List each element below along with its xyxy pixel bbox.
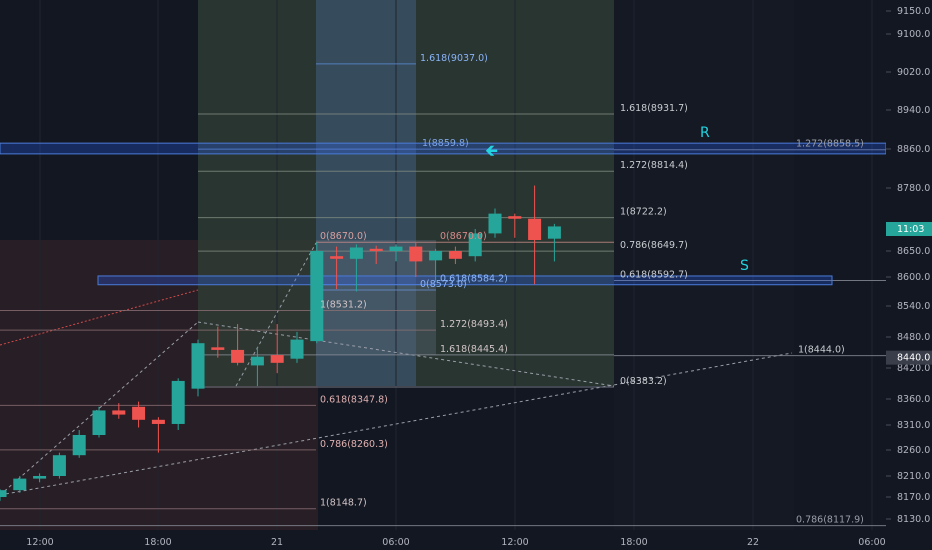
candle-body xyxy=(270,355,284,363)
price-tags: 11:03 8440.0 xyxy=(886,222,932,365)
candle-body xyxy=(231,349,245,363)
price-tag xyxy=(886,222,932,236)
fib-level-label: 1.272(8814.4) xyxy=(620,160,688,171)
y-tick-label: 8420.0 xyxy=(897,363,930,374)
candle-body xyxy=(290,339,304,359)
price-tag-label: 8440.0 xyxy=(897,353,930,364)
fib-level-label: 0.618(8584.2) xyxy=(440,274,508,285)
y-tick-label: 8480.0 xyxy=(897,332,930,343)
y-tick-label: 8170.0 xyxy=(897,492,930,503)
candle-body xyxy=(112,410,126,415)
fib-level-label: 0(8573.0) xyxy=(420,279,467,290)
y-tick-label: 9020.0 xyxy=(897,67,930,78)
zone-label: S xyxy=(740,258,749,274)
candlesticks xyxy=(0,185,561,501)
x-axis-panel xyxy=(0,530,932,550)
zone-s[interactable] xyxy=(97,275,833,286)
fib-level-label: 1(8722.2) xyxy=(620,207,667,218)
candle-body xyxy=(151,419,165,424)
zone-label: R xyxy=(700,125,710,141)
candle-body xyxy=(508,216,522,219)
x-tick-label: 12:00 xyxy=(501,537,528,548)
fib-level-label: 0(8670.0) xyxy=(440,231,487,242)
fib-level-label: 1.618(9037.0) xyxy=(420,53,488,64)
fib-level-label: 0.786(8260.3) xyxy=(320,439,388,450)
price-tag xyxy=(886,350,932,365)
candle-body xyxy=(13,478,27,491)
candle-body xyxy=(528,218,542,240)
candle-body xyxy=(52,455,66,476)
fib-level-label: 1(8444.0) xyxy=(798,345,845,356)
candle-body xyxy=(211,347,225,350)
fib-level-label: 0(8670.0) xyxy=(320,231,367,242)
candle-body xyxy=(250,356,264,366)
fib-level-label: 1(8531.2) xyxy=(320,300,367,311)
y-tick-label: 8130.0 xyxy=(897,514,930,525)
y-tick-label: 8210.0 xyxy=(897,471,930,482)
x-tick-label: 18:00 xyxy=(620,537,647,548)
y-tick-label: 8860.0 xyxy=(897,144,930,155)
y-tick-label: 8650.0 xyxy=(897,246,930,257)
x-tick-label: 22 xyxy=(747,537,759,548)
candle-body xyxy=(369,248,383,251)
fib-level-label: 1.618(8931.7) xyxy=(620,103,688,114)
candle-body xyxy=(409,246,423,262)
x-tick-label: 06:00 xyxy=(382,537,409,548)
candle-body xyxy=(132,406,146,420)
x-tick-label: 12:00 xyxy=(26,537,53,548)
candle-body xyxy=(389,246,403,251)
fib-level-label: 0.786(8117.9) xyxy=(796,515,864,526)
y-tick-label: 8780.0 xyxy=(897,183,930,194)
y-tick-label: 8600.0 xyxy=(897,272,930,283)
candle-body xyxy=(547,226,561,239)
fib-level-label: 1(8148.7) xyxy=(320,498,367,509)
fib-level-label: 1(8859.8) xyxy=(422,138,469,149)
fib-level-label: 0(8383.2) xyxy=(620,376,667,387)
fib-level-labels: 1.618(9037.0) 1.618(8931.7) 1(8859.8) 1.272… xyxy=(320,53,864,526)
x-tick-label: 18:00 xyxy=(144,537,171,548)
candle-body xyxy=(310,251,324,342)
fib-level-label: 0.786(8649.7) xyxy=(620,240,688,251)
candle-body xyxy=(191,343,205,389)
fib-level-label: 1.272(8858.5) xyxy=(796,139,864,150)
y-tick-label: 9100.0 xyxy=(897,29,930,40)
x-tick-label: 21 xyxy=(271,537,283,548)
candle-body xyxy=(349,247,363,259)
candle-body xyxy=(330,256,344,259)
price-tag-label: 11:03 xyxy=(897,224,924,235)
candle-body xyxy=(448,251,462,259)
candle-body xyxy=(488,213,502,234)
y-tick-label: 8540.0 xyxy=(897,301,930,312)
x-tick-label: 06:00 xyxy=(858,537,885,548)
candle-body xyxy=(468,233,482,257)
candle-body xyxy=(72,435,86,456)
y-tick-label: 8260.0 xyxy=(897,445,930,456)
candle-body xyxy=(92,410,106,435)
y-tick-label: 8940.0 xyxy=(897,105,930,116)
y-tick-label: 8310.0 xyxy=(897,420,930,431)
x-axis[interactable]: 12:00 18:00 21 06:00 12:00 18:00 22 06:00 xyxy=(26,537,885,548)
candle-body xyxy=(0,490,7,497)
candle-body xyxy=(171,380,185,424)
fib-level-label: 1.272(8493.4) xyxy=(440,319,508,330)
fib-level-label: 0.618(8347.8) xyxy=(320,394,388,405)
trend-lines xyxy=(0,242,793,496)
y-axis-panel xyxy=(886,0,932,550)
candle-body xyxy=(429,251,443,261)
y-tick-label: 9150.0 xyxy=(897,6,930,17)
y-tick-label: 8360.0 xyxy=(897,394,930,405)
fib-level-label: 0.618(8592.7) xyxy=(620,270,688,281)
candle-body xyxy=(33,476,47,479)
fib-level-label: 1.618(8445.4) xyxy=(440,344,508,355)
arrow-left-icon: 🡸 xyxy=(485,141,498,160)
